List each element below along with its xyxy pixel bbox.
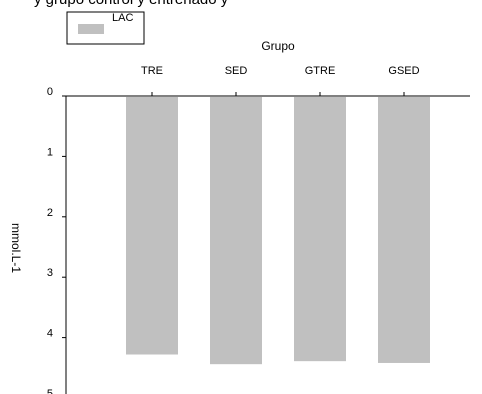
x-tick-label-gsed: GSED bbox=[388, 65, 419, 77]
legend-swatch-lac bbox=[78, 24, 104, 34]
bar-tre bbox=[126, 97, 178, 355]
y-axis-title: mmol.L-1 bbox=[9, 223, 23, 273]
x-tick-label-sed: SED bbox=[225, 65, 248, 77]
x-tick-label-gtre: GTRE bbox=[305, 65, 336, 77]
cropped-header-text: y grupo control y entrenado y bbox=[0, 0, 482, 9]
cropped-header-text-content: y grupo control y entrenado y bbox=[34, 0, 228, 8]
legend-label-lac: LAC bbox=[112, 12, 133, 24]
x-axis-title: Grupo bbox=[261, 39, 295, 53]
y-tick-label-0: 0 bbox=[47, 86, 53, 98]
bar-gtre bbox=[294, 97, 346, 362]
x-tick-label-tre: TRE bbox=[141, 65, 163, 77]
bar-gsed bbox=[378, 97, 430, 363]
y-tick-label-3: 3 bbox=[47, 267, 53, 279]
y-tick-label-2: 2 bbox=[47, 207, 53, 219]
legend: LAC bbox=[66, 11, 145, 45]
y-tick-label-5: 5 bbox=[47, 388, 53, 394]
y-tick-label-1: 1 bbox=[47, 146, 53, 158]
y-tick-label-4: 4 bbox=[47, 328, 53, 340]
bar-sed bbox=[210, 97, 262, 365]
